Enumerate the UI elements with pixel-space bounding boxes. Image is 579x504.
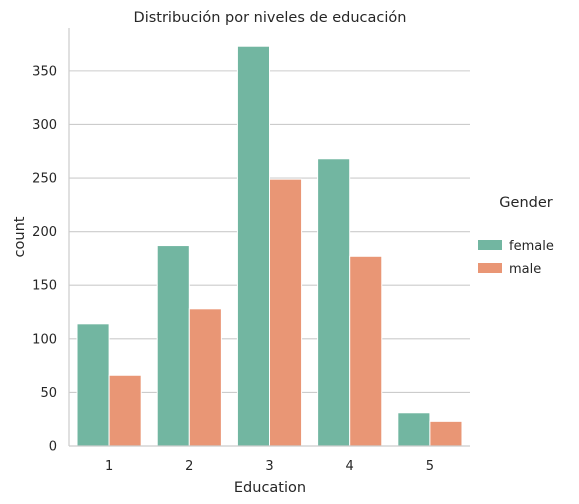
bar-female-2 xyxy=(156,245,190,447)
bar-male-4 xyxy=(349,255,383,447)
bar-female-5 xyxy=(397,412,431,447)
y-tick-label: 300 xyxy=(32,118,57,133)
bar-male-3 xyxy=(269,178,303,447)
bar-female-3 xyxy=(236,45,270,447)
legend: Gender female male xyxy=(478,195,554,277)
bar-male-2 xyxy=(188,308,222,447)
y-tick-label: 150 xyxy=(32,279,57,294)
y-tick-label: 200 xyxy=(32,225,57,240)
bar-male-1 xyxy=(108,374,142,447)
bar-female-1 xyxy=(76,323,110,447)
x-tick-label: 1 xyxy=(105,459,113,474)
y-tick-label: 0 xyxy=(49,440,57,455)
y-ticks: 0 50 100 150 200 250 300 350 xyxy=(32,64,57,454)
x-tick-label: 2 xyxy=(185,459,193,474)
legend-swatch-female xyxy=(478,240,502,250)
bar-female-4 xyxy=(317,158,351,447)
legend-label-male: male xyxy=(509,262,541,277)
x-ticks: 1 2 3 4 5 xyxy=(105,459,434,474)
x-tick-label: 3 xyxy=(265,459,273,474)
y-tick-label: 50 xyxy=(40,386,57,401)
y-tick-label: 100 xyxy=(32,332,57,347)
y-axis-title: count xyxy=(12,216,28,257)
bar-male-5 xyxy=(429,420,463,447)
legend-swatch-male xyxy=(478,263,502,273)
x-tick-label: 4 xyxy=(346,459,354,474)
bars xyxy=(76,45,463,447)
axes xyxy=(68,28,470,447)
y-tick-label: 350 xyxy=(32,64,57,79)
legend-title: Gender xyxy=(499,195,552,211)
x-axis-title: Education xyxy=(234,480,306,496)
x-tick-label: 5 xyxy=(426,459,434,474)
chart-title: Distribución por niveles de educación xyxy=(134,10,407,26)
y-tick-label: 250 xyxy=(32,172,57,187)
legend-label-female: female xyxy=(509,239,554,254)
